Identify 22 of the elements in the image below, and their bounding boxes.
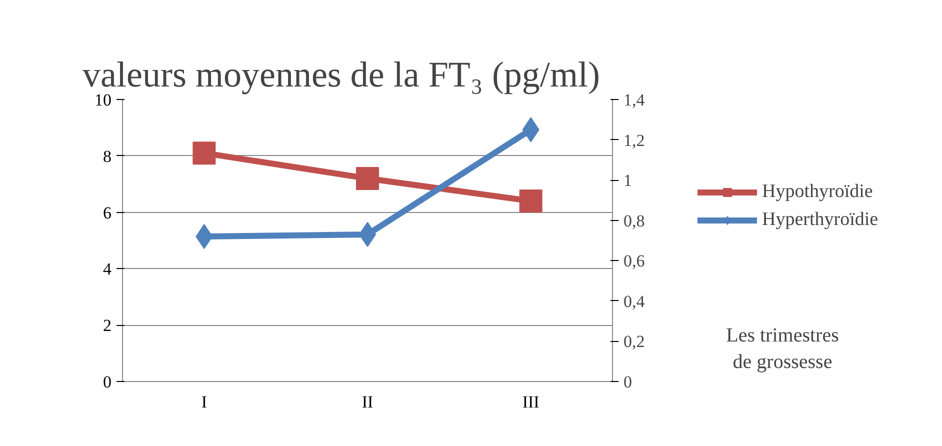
y2-tick-label: 1 [624,171,632,190]
point [356,166,379,190]
y-tick-label: 0 [103,372,112,392]
x-tick-label: II [362,392,374,412]
y-tick-label: 8 [103,146,112,166]
y2-tick-label: 1,2 [624,130,645,150]
x-tick-label: III [522,392,540,412]
point [192,142,216,165]
y2-tick-label: 0,6 [624,252,645,271]
y-tick-label: 2 [103,316,112,336]
point [519,190,542,213]
y2-tick-label: 0,2 [624,332,645,352]
y-tick-label: 6 [103,203,112,222]
x-tick-label: I [201,392,208,412]
legend-label: Hyperthyroïdie [762,209,878,231]
x-axis-title: Les trimestres de grossesse [726,324,840,374]
y2-tick-label: 0,4 [624,292,646,311]
y2-tick-label: 1,4 [624,90,646,110]
y2-tick-label: 0,8 [624,211,645,230]
legend-label: Hypothyroïdie [762,181,873,203]
y2-tick-label: 0 [624,372,632,392]
y-tick-label: 4 [103,260,112,279]
